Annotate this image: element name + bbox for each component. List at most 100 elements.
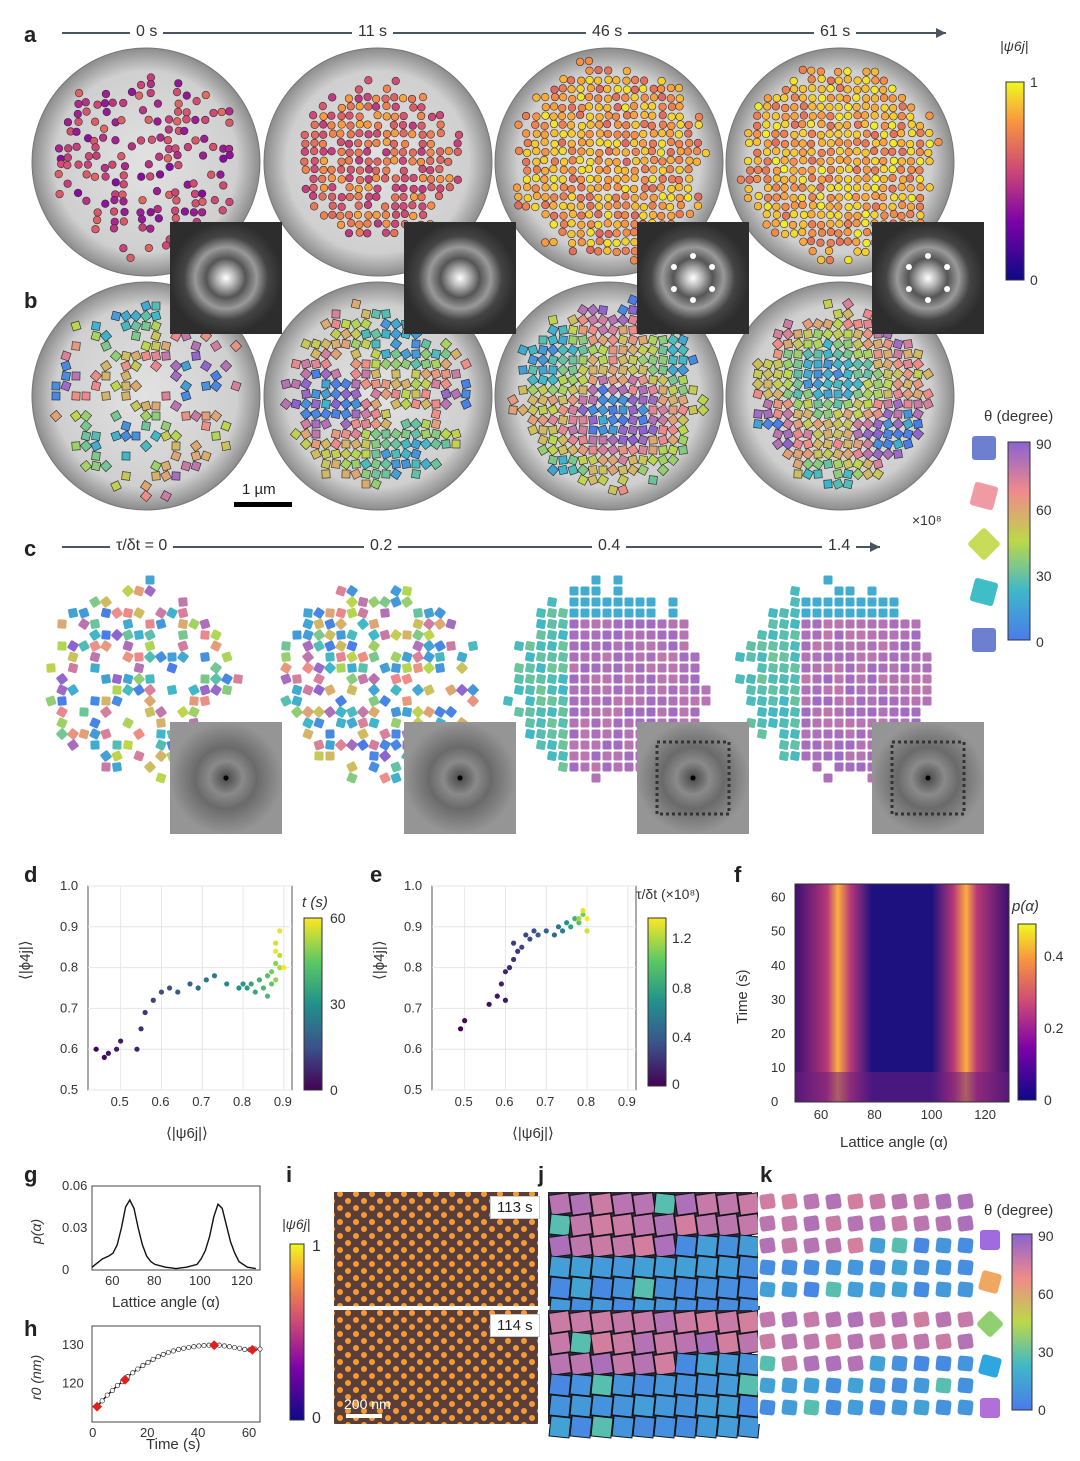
chart-f-cbar-02: 0.2	[1044, 1020, 1063, 1036]
colorbar-k-title: θ (degree)	[984, 1202, 1053, 1219]
fft-peak-a-2-2	[671, 286, 677, 292]
chart-d-xtick-1: 0.6	[151, 1094, 169, 1109]
colorbar-a-title: |ψ6j|	[1000, 38, 1028, 54]
chart-e-point-17	[552, 932, 557, 937]
chart-e-cbar-12: 1.2	[672, 930, 691, 946]
theta-legend-k-3	[978, 1354, 1002, 1378]
panel-label-i: i	[286, 1162, 292, 1188]
chart-e-ytick-0: 0.5	[404, 1082, 422, 1097]
colorbar-i-min: 0	[312, 1410, 321, 1428]
chart-h-marker-18	[187, 1345, 191, 1349]
colorbar-k-tick-30: 30	[1038, 1344, 1054, 1360]
fft-peak-a-3-0	[944, 286, 950, 292]
colorbar-b	[1008, 442, 1030, 640]
chart-f-ytick-6: 60	[771, 890, 785, 905]
chart-e-point-2	[487, 1002, 492, 1007]
fft-center-c-0	[224, 776, 229, 781]
panel-label-k: k	[760, 1162, 772, 1188]
chart-h-xlabel: Time (s)	[146, 1436, 200, 1453]
figure-canvas: 0.5 0.6 0.7 0.8 0.90.50.60.70.80.91.00.5 0.6 0…	[0, 0, 1080, 1461]
chart-f-ytick-0: 0	[771, 1094, 778, 1109]
chart-d-point-18	[240, 981, 245, 986]
chart-d-point-5	[134, 1047, 139, 1052]
time-label-a-2: 46 s	[586, 23, 628, 41]
chart-f-xtick-0: 60	[814, 1107, 828, 1122]
chart-f-cbar-0: 0	[1044, 1092, 1052, 1108]
chart-e-ytick-3: 0.8	[404, 960, 422, 975]
chart-e-point-18	[556, 924, 561, 929]
chart-e-xtick-0: 0.5	[455, 1094, 473, 1109]
chart-d-point-19	[245, 985, 250, 990]
fft-peak-a-2-0	[709, 286, 715, 292]
theta-legend-k-0	[980, 1230, 1000, 1250]
chart-e-point-11	[519, 945, 524, 950]
chart-h-marker-11	[151, 1357, 155, 1361]
chart-d-point-34	[273, 949, 278, 954]
chart-h-marker-12	[156, 1355, 160, 1359]
time-label-c-3: 1.4	[822, 537, 856, 555]
colorbar-b-title: θ (degree)	[984, 408, 1053, 425]
lattice-j-1	[548, 1310, 760, 1438]
fft-peak-a-2-3	[671, 264, 677, 270]
colorbar-a-min: 0	[1030, 272, 1038, 288]
chart-d-cbar-60: 60	[330, 910, 346, 926]
scale-bar-b	[234, 502, 292, 507]
fft-peak-a-3-1	[925, 297, 931, 303]
colorbar-b-tick-60: 60	[1036, 502, 1052, 518]
chart-e-point-7	[507, 965, 512, 970]
chart-d-xlabel: ⟨|ψ6j|⟩	[166, 1124, 208, 1142]
chart-d-point-2	[106, 1051, 111, 1056]
colorbar-i	[290, 1244, 304, 1420]
chart-e-point-1	[462, 1018, 467, 1023]
chart-h-marker-32	[258, 1347, 262, 1351]
panel-label-a: a	[24, 22, 36, 48]
time-badge-i-0: 113 s	[490, 1196, 540, 1219]
chart-f-xlabel: Lattice angle (α)	[840, 1134, 948, 1151]
theta-legend-b-0	[972, 436, 996, 460]
theta-legend-b-1	[969, 481, 998, 510]
chart-f-ytick-2: 20	[771, 1026, 785, 1041]
chart-d-point-10	[167, 985, 172, 990]
time-label-a-0: 0 s	[130, 23, 163, 41]
chart-e-point-8	[511, 957, 516, 962]
chart-e-ytick-2: 0.7	[404, 1000, 422, 1015]
colorbar-a-max: 1	[1030, 74, 1038, 90]
panel-label-d: d	[24, 862, 37, 888]
theta-legend-k-1	[978, 1270, 1002, 1294]
chart-d-xtick-4: 0.9	[274, 1094, 292, 1109]
time-label-c-1: 0.2	[364, 537, 398, 555]
chart-e-point-15	[535, 932, 540, 937]
chart-e-xtick-2: 0.7	[536, 1094, 554, 1109]
chart-h-marker-21	[202, 1343, 206, 1347]
colorbar-k	[1012, 1234, 1032, 1410]
chart-f-ytick-5: 50	[771, 924, 785, 939]
chart-e-point-16	[544, 928, 549, 933]
panel-label-c: c	[24, 536, 36, 562]
chart-d-point-35	[281, 965, 286, 970]
chart-h-marker-3	[110, 1388, 114, 1392]
chart-h-marker-8	[136, 1367, 140, 1371]
chart-d-point-1	[102, 1055, 107, 1060]
chart-e-point-10	[511, 941, 516, 946]
colorbar-i-title: |ψ6j|	[282, 1216, 310, 1232]
fft-inset-a-1	[404, 222, 516, 334]
chart-d-point-32	[273, 941, 278, 946]
chart-f-heatmap	[795, 884, 1009, 1102]
chart-h-marker-15	[171, 1349, 175, 1353]
panel-label-h: h	[24, 1316, 37, 1342]
scale-bar-i	[346, 1414, 382, 1418]
chart-h-marker-27	[232, 1345, 236, 1349]
fft-peak-a-3-4	[925, 253, 931, 259]
time-label-a-3: 61 s	[814, 23, 856, 41]
chart-e-point-5	[499, 981, 504, 986]
chart-e-xtick-4: 0.9	[618, 1094, 636, 1109]
chart-e-colorbar	[648, 918, 666, 1086]
fft-peak-a-2-5	[709, 264, 715, 270]
chart-e-point-12	[523, 932, 528, 937]
chart-h-frame	[92, 1326, 260, 1422]
chart-d-xtick-0: 0.5	[111, 1094, 129, 1109]
chart-h-marker-19	[192, 1345, 196, 1349]
chart-d-point-15	[212, 973, 217, 978]
fft-peak-a-3-2	[906, 286, 912, 292]
chart-f-xtick-1: 80	[867, 1107, 881, 1122]
